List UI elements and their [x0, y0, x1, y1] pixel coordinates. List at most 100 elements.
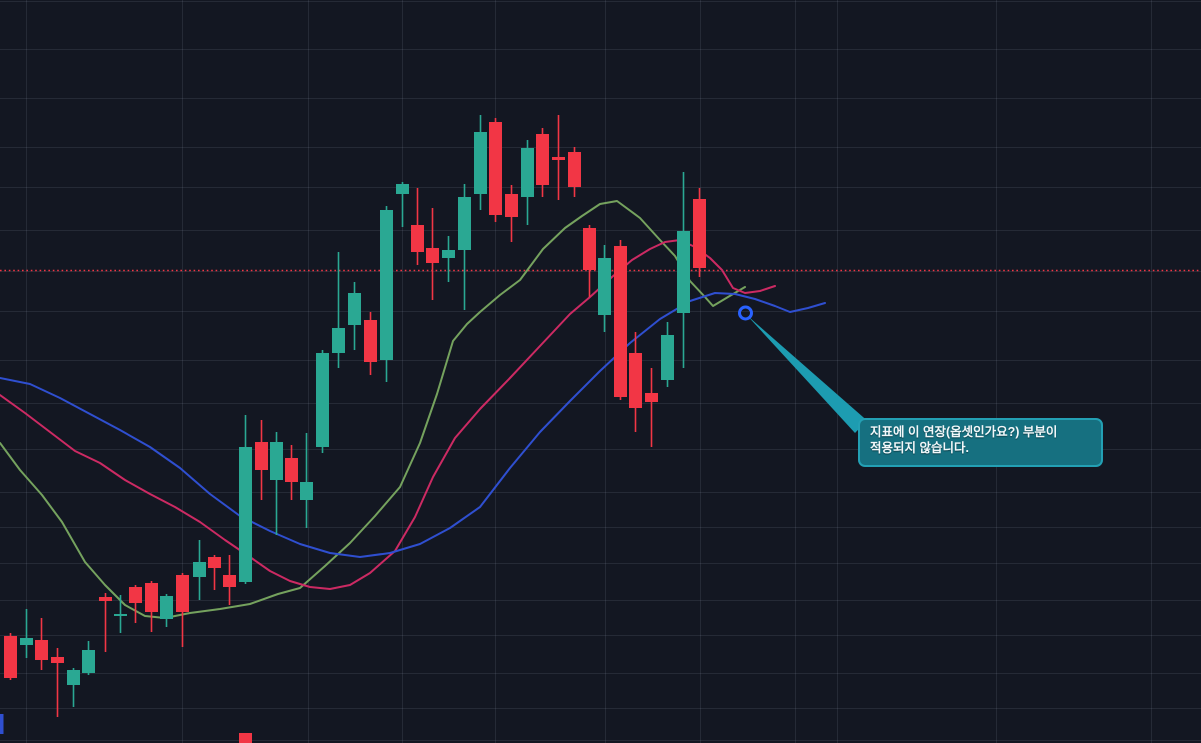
candle: [521, 140, 534, 225]
candle: [270, 432, 283, 535]
candle: [300, 433, 313, 528]
candle: [145, 581, 158, 632]
candle: [193, 540, 206, 600]
candle: [458, 184, 471, 310]
candle: [380, 206, 393, 382]
candle-body: [442, 250, 455, 258]
candle-body: [536, 134, 549, 185]
candle: [99, 593, 112, 652]
candle-body: [677, 231, 690, 313]
candle: [614, 240, 627, 400]
candle-body: [521, 148, 534, 197]
ma-line-pink: [0, 239, 776, 590]
candle: [239, 415, 252, 584]
candle: [285, 445, 298, 500]
candle: [20, 609, 33, 658]
candle: [396, 182, 409, 227]
candle-body: [316, 353, 329, 447]
candle-body: [255, 442, 268, 470]
candle-body: [114, 614, 127, 616]
ma-line-blue: [0, 292, 826, 558]
annotation-callout[interactable]: 지표에 이 연장(옵셋인가요?) 부분이 적용되지 않습니다.: [858, 418, 1103, 467]
candle: [82, 641, 95, 675]
candle-body: [583, 228, 596, 270]
candle: [426, 208, 439, 300]
candle-body: [629, 353, 642, 408]
candle-body: [474, 132, 487, 194]
candle-body: [223, 575, 236, 587]
candle-body: [82, 650, 95, 673]
candle: [489, 118, 502, 222]
candle-body: [458, 197, 471, 250]
candle: [51, 648, 64, 717]
annotation-anchor-marker[interactable]: [738, 305, 753, 321]
candle-body: [35, 640, 48, 660]
partial-bottom-candle: [239, 733, 252, 743]
candle-body: [614, 246, 627, 397]
candle: [35, 618, 48, 670]
candle: [568, 147, 581, 197]
candle-body: [693, 199, 706, 268]
annotation-text-line2: 적용되지 않습니다.: [870, 440, 969, 455]
candle: [316, 350, 329, 453]
candle-body: [270, 442, 283, 480]
candle: [255, 420, 268, 500]
candle: [645, 368, 658, 447]
candle-body: [239, 447, 252, 582]
candle: [4, 633, 17, 680]
candle-body: [661, 335, 674, 380]
candle-body: [51, 657, 64, 663]
candle-body: [208, 557, 221, 568]
candle: [67, 668, 80, 707]
candle-body: [176, 575, 189, 612]
candle-body: [285, 458, 298, 482]
candle: [364, 312, 377, 375]
candle-body: [645, 393, 658, 402]
candle: [505, 185, 518, 242]
left-edge-line-fragment: [0, 714, 4, 734]
candle-body: [129, 587, 142, 603]
candle: [129, 585, 142, 623]
candle-body: [598, 258, 611, 315]
candle-body: [193, 562, 206, 577]
candle-body: [332, 328, 345, 353]
candle-body: [348, 293, 361, 325]
candle-body: [364, 320, 377, 362]
candle: [598, 245, 611, 332]
candle-body: [300, 482, 313, 500]
candle-body: [411, 225, 424, 252]
candle: [442, 236, 455, 282]
candle-body: [20, 638, 33, 645]
candle-body: [145, 583, 158, 612]
candle: [693, 188, 706, 277]
candle-body: [489, 122, 502, 215]
candle-body: [99, 597, 112, 601]
candle-body: [67, 670, 80, 685]
candle: [114, 595, 127, 633]
candle: [536, 128, 549, 197]
candle-body: [505, 194, 518, 217]
candle: [661, 322, 674, 387]
ma-line-green: [0, 200, 746, 619]
candle: [583, 225, 596, 297]
candle: [348, 282, 361, 350]
candle: [176, 573, 189, 647]
candle: [552, 115, 565, 200]
candle-body: [568, 152, 581, 187]
candle: [223, 555, 236, 605]
candle-body: [426, 248, 439, 263]
candle-body: [380, 210, 393, 360]
annotation-arrow: [747, 315, 867, 433]
candle-body: [552, 157, 565, 160]
candle: [160, 594, 173, 627]
candle: [629, 332, 642, 432]
candle: [474, 115, 487, 210]
candle: [208, 555, 221, 590]
annotation-text-line1: 지표에 이 연장(옵셋인가요?) 부분이: [870, 425, 1058, 439]
candle-body: [160, 596, 173, 619]
candle-body: [396, 184, 409, 194]
candle: [332, 252, 345, 368]
candle: [677, 172, 690, 368]
